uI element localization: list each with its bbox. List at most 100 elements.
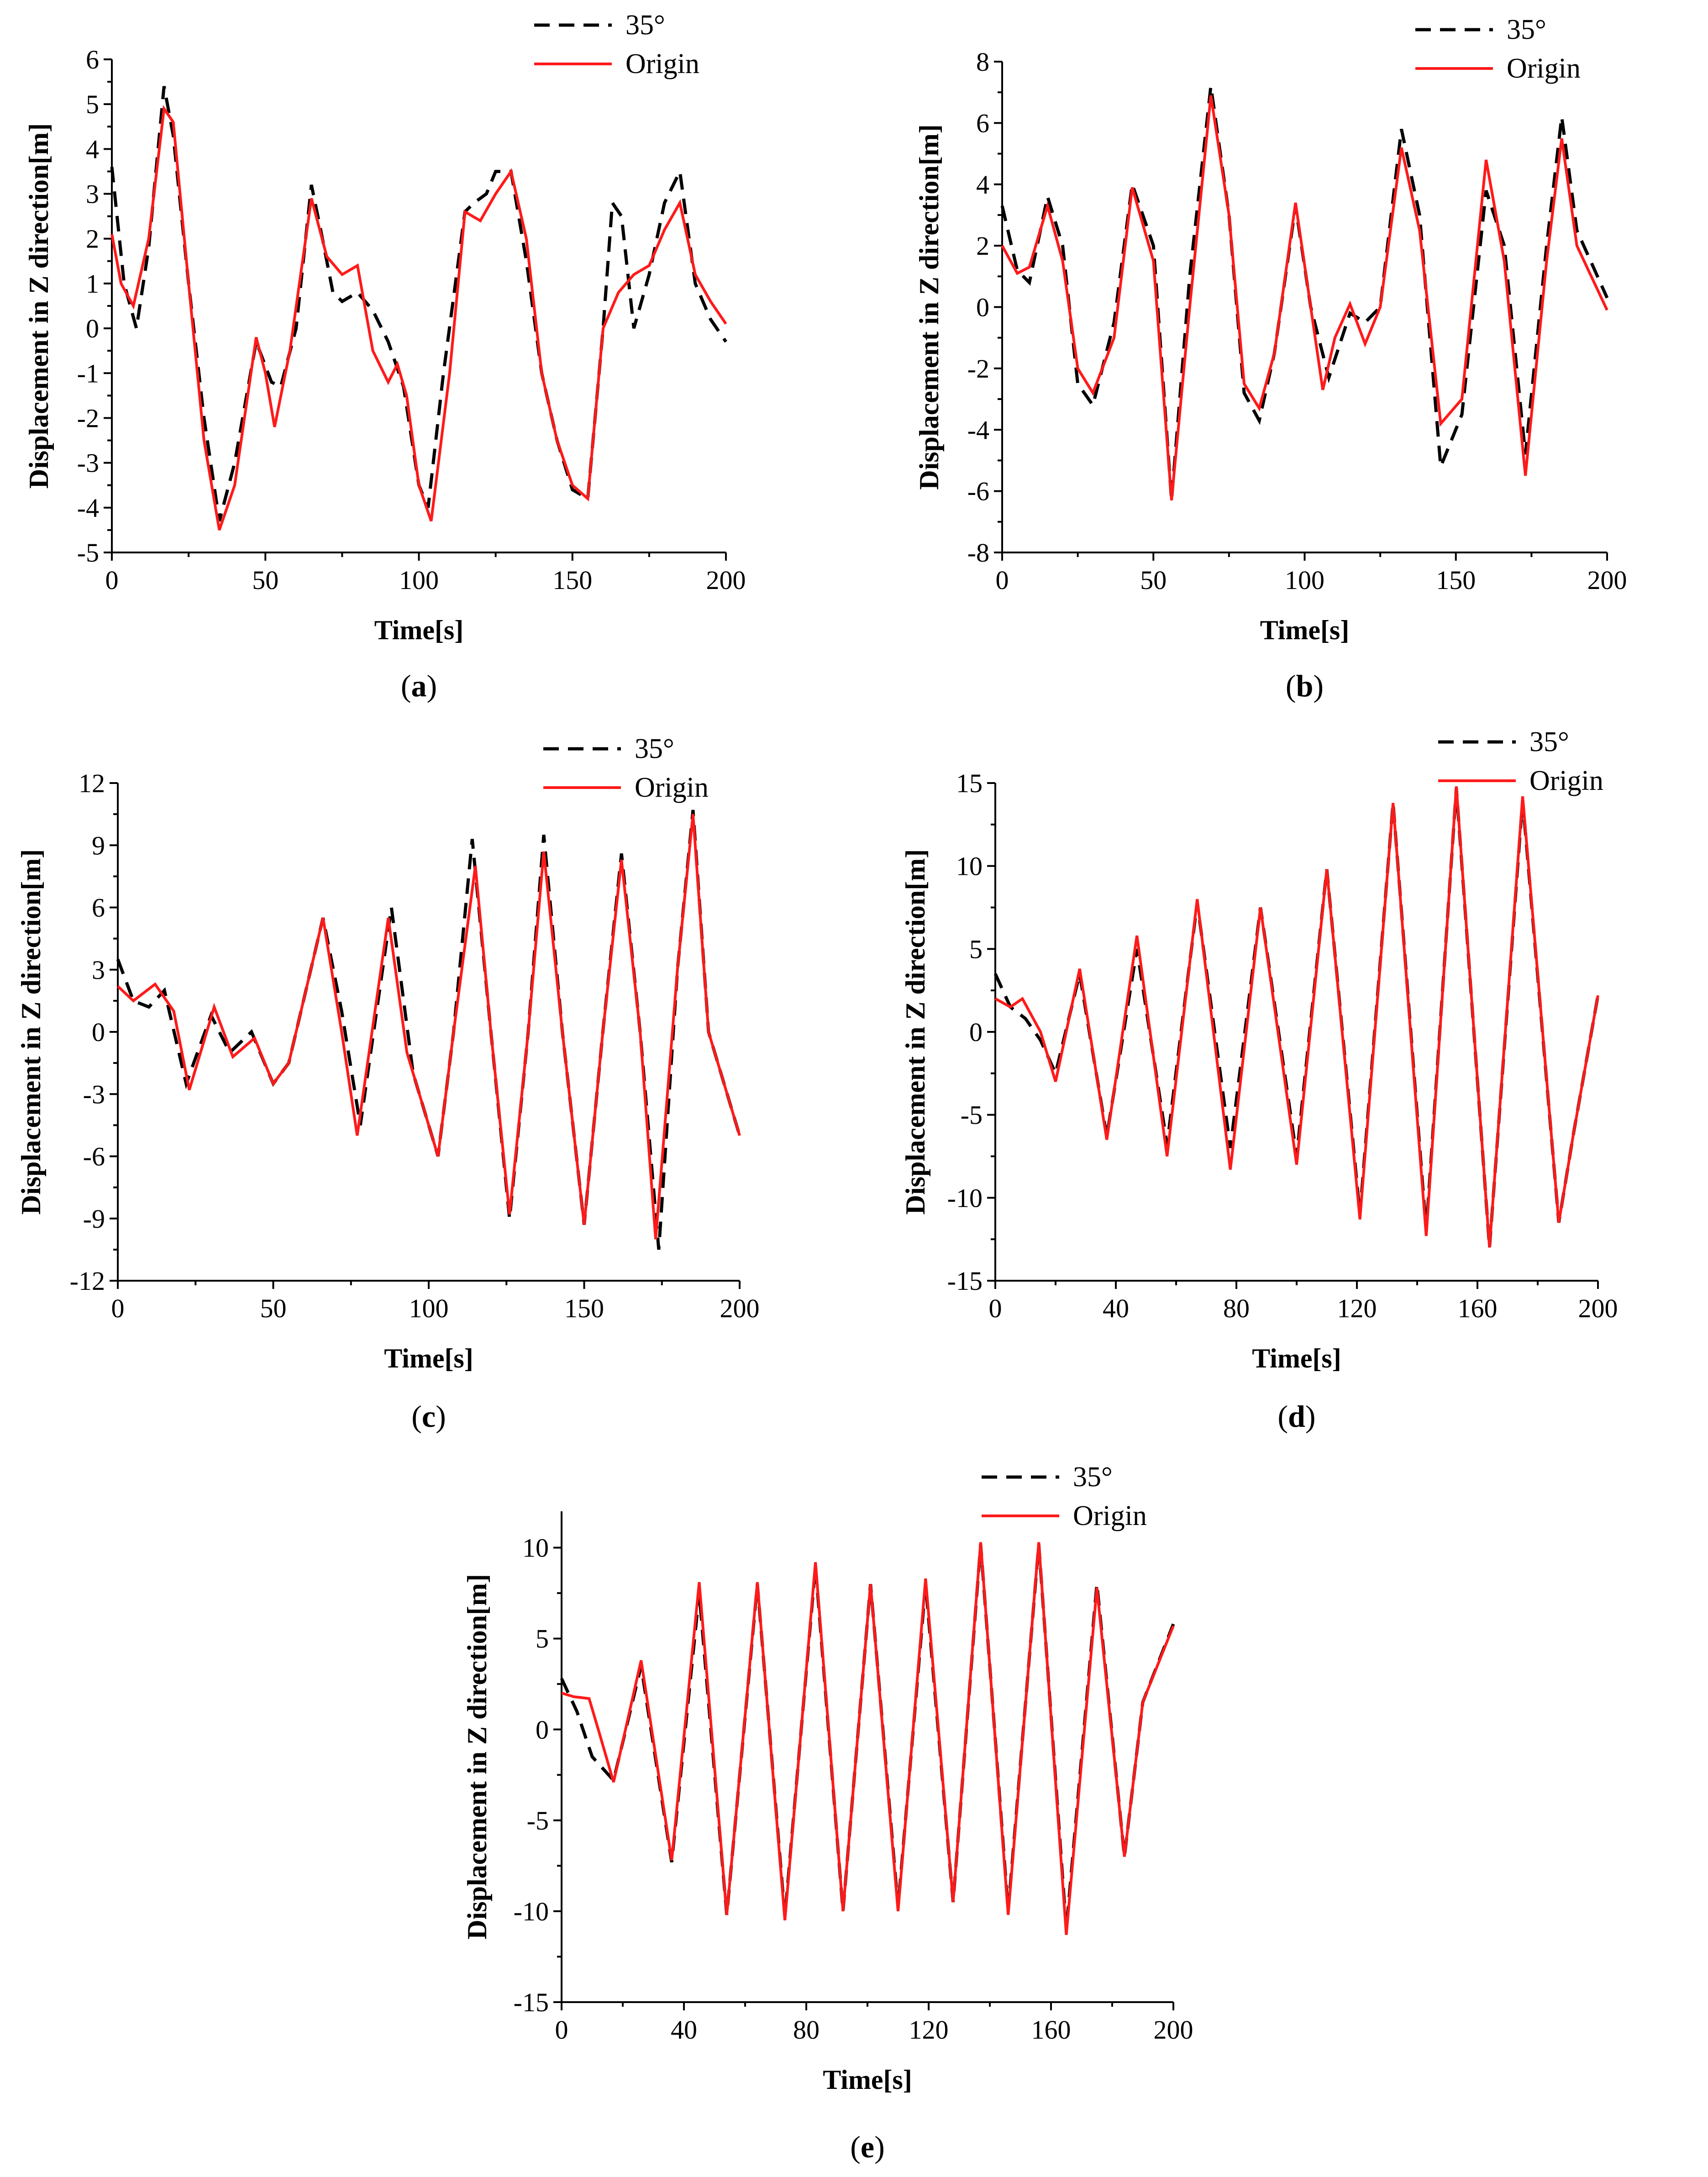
chart-panel-d: -15 -10 -5 0 5 10 15 0 40 80 120 160 200 Time[s] Displ… — [900, 726, 1618, 1434]
x-tick-label: 100 — [1285, 565, 1324, 595]
y-tick-label: 6 — [92, 893, 105, 923]
series-origin-line — [110, 105, 727, 531]
caption-paren: ( — [1286, 668, 1296, 703]
x-axis-label: Time[s] — [823, 2065, 912, 2095]
series-origin-line — [561, 1542, 1175, 1935]
caption-paren: ( — [411, 1399, 422, 1434]
caption-paren: ) — [436, 1399, 446, 1434]
x-tick-label: 0 — [105, 565, 119, 595]
y-tick-label: -9 — [83, 1204, 105, 1234]
y-tick-label: 6 — [976, 108, 989, 138]
caption-letter: d — [1288, 1399, 1305, 1434]
y-tick-label: 2 — [976, 231, 989, 261]
x-tick-label: 0 — [111, 1294, 125, 1323]
legend-label-origin: Origin — [1507, 53, 1581, 84]
y-tick-label: 3 — [92, 955, 105, 985]
y-tick-label: 5 — [969, 934, 983, 964]
x-tick-label: 0 — [555, 2015, 568, 2045]
caption-letter: a — [411, 668, 427, 703]
y-tick-label: -5 — [77, 538, 99, 568]
caption-paren: ( — [1277, 1399, 1288, 1434]
chart-panel-e: -15 -10 -5 0 5 10 0 40 80 120 160 200 Time[s] Displac… — [462, 1462, 1193, 2164]
legend-label-35deg: 35° — [1529, 726, 1569, 757]
y-tick-label: 0 — [86, 314, 99, 343]
caption-paren: ) — [1305, 1399, 1316, 1434]
x-tick-label: 50 — [252, 565, 279, 595]
y-tick-label: -6 — [83, 1142, 105, 1172]
y-axis-label: Displacement in Z direction[m] — [24, 123, 54, 489]
caption-letter: e — [861, 2130, 874, 2164]
x-tick-label: 150 — [1436, 565, 1476, 595]
x-tick-label: 160 — [1031, 2015, 1071, 2045]
y-tick-label: 0 — [969, 1017, 983, 1047]
caption-paren: ( — [401, 668, 411, 703]
legend-label-35deg: 35° — [1073, 1462, 1113, 1493]
x-axis-label: Time[s] — [384, 1343, 473, 1373]
x-axis-label: Time[s] — [374, 615, 464, 645]
x-tick-label: 50 — [260, 1294, 287, 1323]
y-tick-label: 15 — [956, 768, 983, 798]
y-tick-label: -8 — [967, 538, 989, 568]
y-axis-label: Displacement in Z direction[m] — [900, 849, 930, 1215]
caption-letter: c — [422, 1399, 436, 1434]
caption-paren: ) — [1313, 668, 1324, 703]
legend-label-35deg: 35° — [1507, 14, 1546, 45]
x-tick-label: 200 — [1587, 565, 1627, 595]
panel-caption: (b) — [1286, 668, 1324, 703]
chart-panel-c: -12 -9 -6 -3 0 3 6 9 12 0 50 100 150 200 Time[s] Displa… — [16, 733, 760, 1434]
panel-caption: (e) — [850, 2130, 885, 2164]
x-tick-label: 200 — [706, 565, 746, 595]
y-tick-label: 9 — [92, 831, 105, 860]
y-tick-label: 3 — [86, 179, 99, 209]
x-tick-label: 80 — [793, 2015, 820, 2045]
y-tick-label: 12 — [79, 768, 105, 798]
y-tick-label: 1 — [86, 269, 99, 299]
panel-caption: (c) — [411, 1399, 446, 1434]
x-tick-label: 150 — [552, 565, 592, 595]
y-tick-label: -15 — [947, 1266, 983, 1296]
series-35deg-line — [116, 810, 741, 1250]
y-tick-label: 0 — [976, 293, 989, 322]
legend-label-35deg: 35° — [635, 733, 674, 764]
y-tick-label: 10 — [956, 852, 983, 881]
caption-paren: ) — [427, 668, 437, 703]
caption-paren: ) — [874, 2130, 885, 2164]
series-origin-line — [116, 814, 741, 1240]
x-tick-label: 0 — [989, 1294, 1002, 1323]
caption-paren: ( — [850, 2130, 861, 2164]
panel-caption: (d) — [1277, 1399, 1315, 1434]
x-tick-label: 100 — [399, 565, 439, 595]
y-tick-label: -4 — [77, 493, 99, 523]
x-tick-label: 120 — [1337, 1294, 1377, 1323]
x-tick-label: 40 — [1103, 1294, 1129, 1323]
y-tick-label: 4 — [86, 134, 99, 164]
x-tick-label: 40 — [671, 2015, 697, 2045]
y-tick-label: -5 — [527, 1806, 549, 1835]
x-tick-label: 200 — [1154, 2015, 1193, 2045]
y-tick-label: -3 — [77, 448, 99, 478]
x-tick-label: 150 — [564, 1294, 604, 1323]
x-tick-label: 160 — [1458, 1294, 1498, 1323]
y-tick-label: 2 — [86, 224, 99, 254]
y-tick-label: -2 — [967, 354, 989, 384]
legend-label-35deg: 35° — [625, 10, 665, 41]
y-tick-label: 5 — [536, 1624, 549, 1654]
y-tick-label: 4 — [976, 170, 989, 200]
x-tick-label: 0 — [996, 565, 1009, 595]
x-tick-label: 80 — [1223, 1294, 1250, 1323]
y-tick-label: -10 — [514, 1897, 549, 1926]
y-tick-label: 0 — [536, 1715, 549, 1745]
x-axis-label: Time[s] — [1252, 1343, 1341, 1373]
legend-label-origin: Origin — [635, 772, 709, 803]
series-35deg-line — [1000, 86, 1609, 501]
y-tick-label: -12 — [70, 1266, 105, 1296]
chart-panel-b: -8 -6 -4 -2 0 2 4 6 8 0 50 100 150 200 Time[s] Displace… — [914, 14, 1627, 703]
y-tick-label: -10 — [947, 1183, 983, 1213]
y-tick-label: -2 — [77, 403, 99, 433]
y-tick-label: 8 — [976, 47, 989, 77]
caption-letter: b — [1296, 668, 1314, 703]
y-tick-label: -6 — [967, 477, 989, 506]
y-tick-label: -4 — [967, 415, 989, 445]
y-tick-label: -3 — [83, 1079, 105, 1109]
